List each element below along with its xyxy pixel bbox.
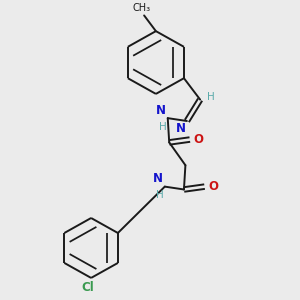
Text: N: N xyxy=(176,122,185,135)
Text: N: N xyxy=(153,172,163,185)
Text: O: O xyxy=(208,180,218,193)
Text: H: H xyxy=(208,92,215,102)
Text: H: H xyxy=(156,190,163,200)
Text: N: N xyxy=(156,104,166,117)
Text: Cl: Cl xyxy=(82,281,94,294)
Text: CH₃: CH₃ xyxy=(132,3,150,13)
Text: O: O xyxy=(194,133,203,146)
Text: H: H xyxy=(158,122,166,132)
